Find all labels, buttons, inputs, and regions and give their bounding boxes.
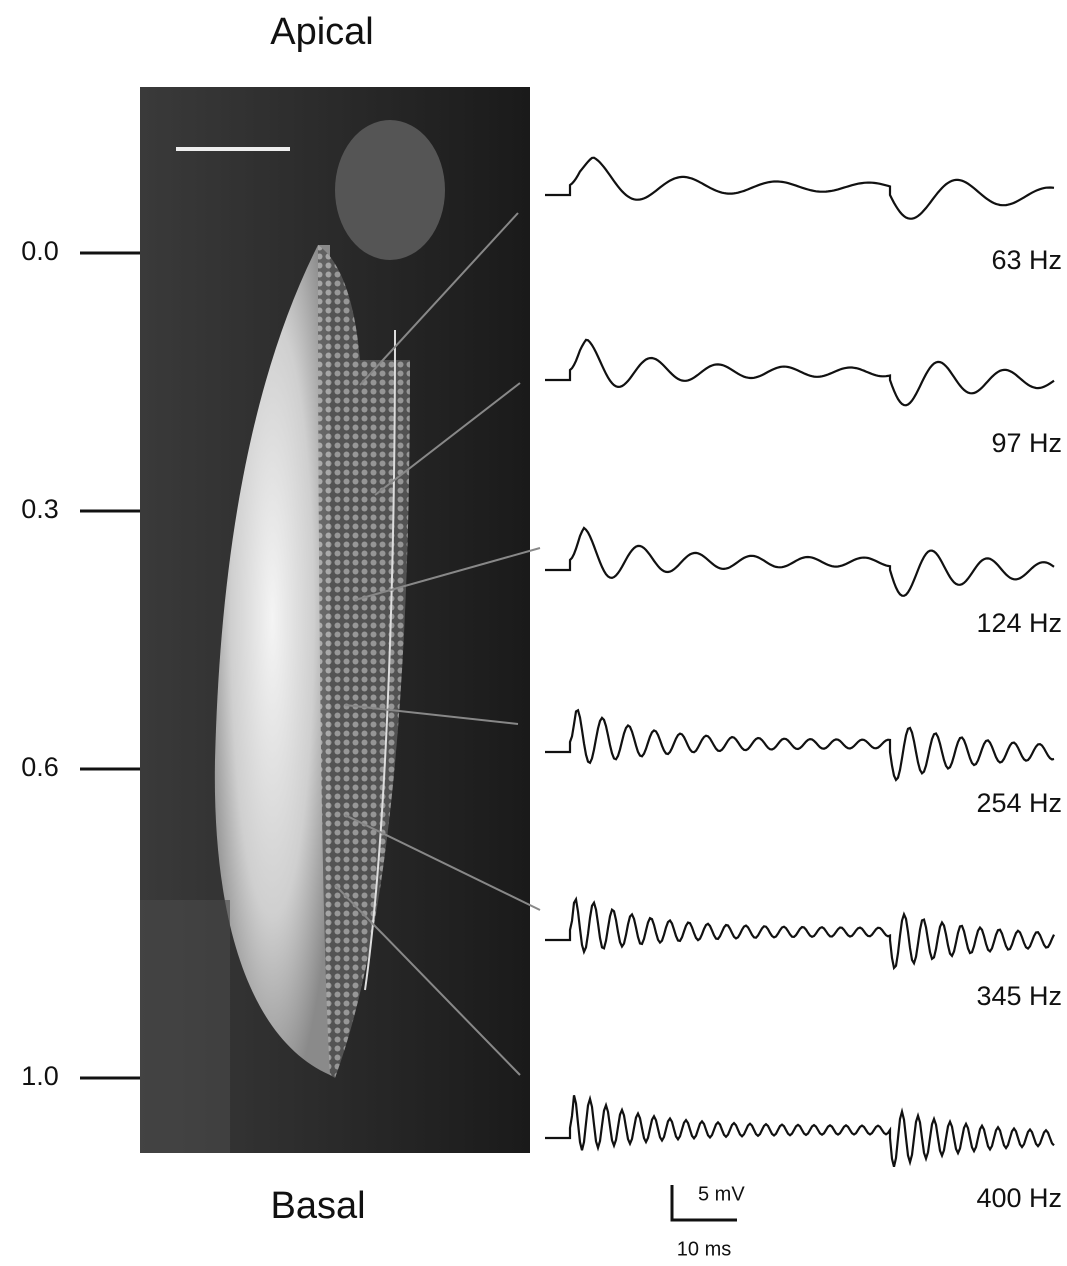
trace-label: 345 Hz [976, 981, 1062, 1011]
trace [545, 158, 1054, 219]
trace-label: 254 Hz [976, 788, 1062, 818]
position-label: 0.3 [21, 494, 59, 524]
position-label: 0.6 [21, 752, 59, 782]
scale-bar: 5 mV 10 ms [672, 1183, 745, 1260]
trace-label: 400 Hz [976, 1183, 1062, 1213]
trace [545, 899, 1054, 968]
trace [545, 1095, 1054, 1166]
micrograph [140, 87, 530, 1153]
position-label: 1.0 [21, 1061, 59, 1091]
trace-label: 97 Hz [991, 428, 1062, 458]
position-label: 0.0 [21, 236, 59, 266]
trace [545, 340, 1054, 406]
trace-label: 124 Hz [976, 608, 1062, 638]
trace-label: 63 Hz [991, 245, 1062, 275]
scale-time: 10 ms [677, 1238, 731, 1260]
trace [545, 528, 1054, 596]
basal-label: Basal [270, 1185, 365, 1227]
trace [545, 710, 1054, 780]
figure: Apical Basal 0.0 0.3 0.6 1.0 63 Hz 97 Hz 124 … [0, 0, 1067, 1266]
scale-voltage: 5 mV [698, 1183, 745, 1205]
apical-label: Apical [270, 11, 374, 53]
position-ticks: 0.0 0.3 0.6 1.0 [21, 236, 140, 1091]
